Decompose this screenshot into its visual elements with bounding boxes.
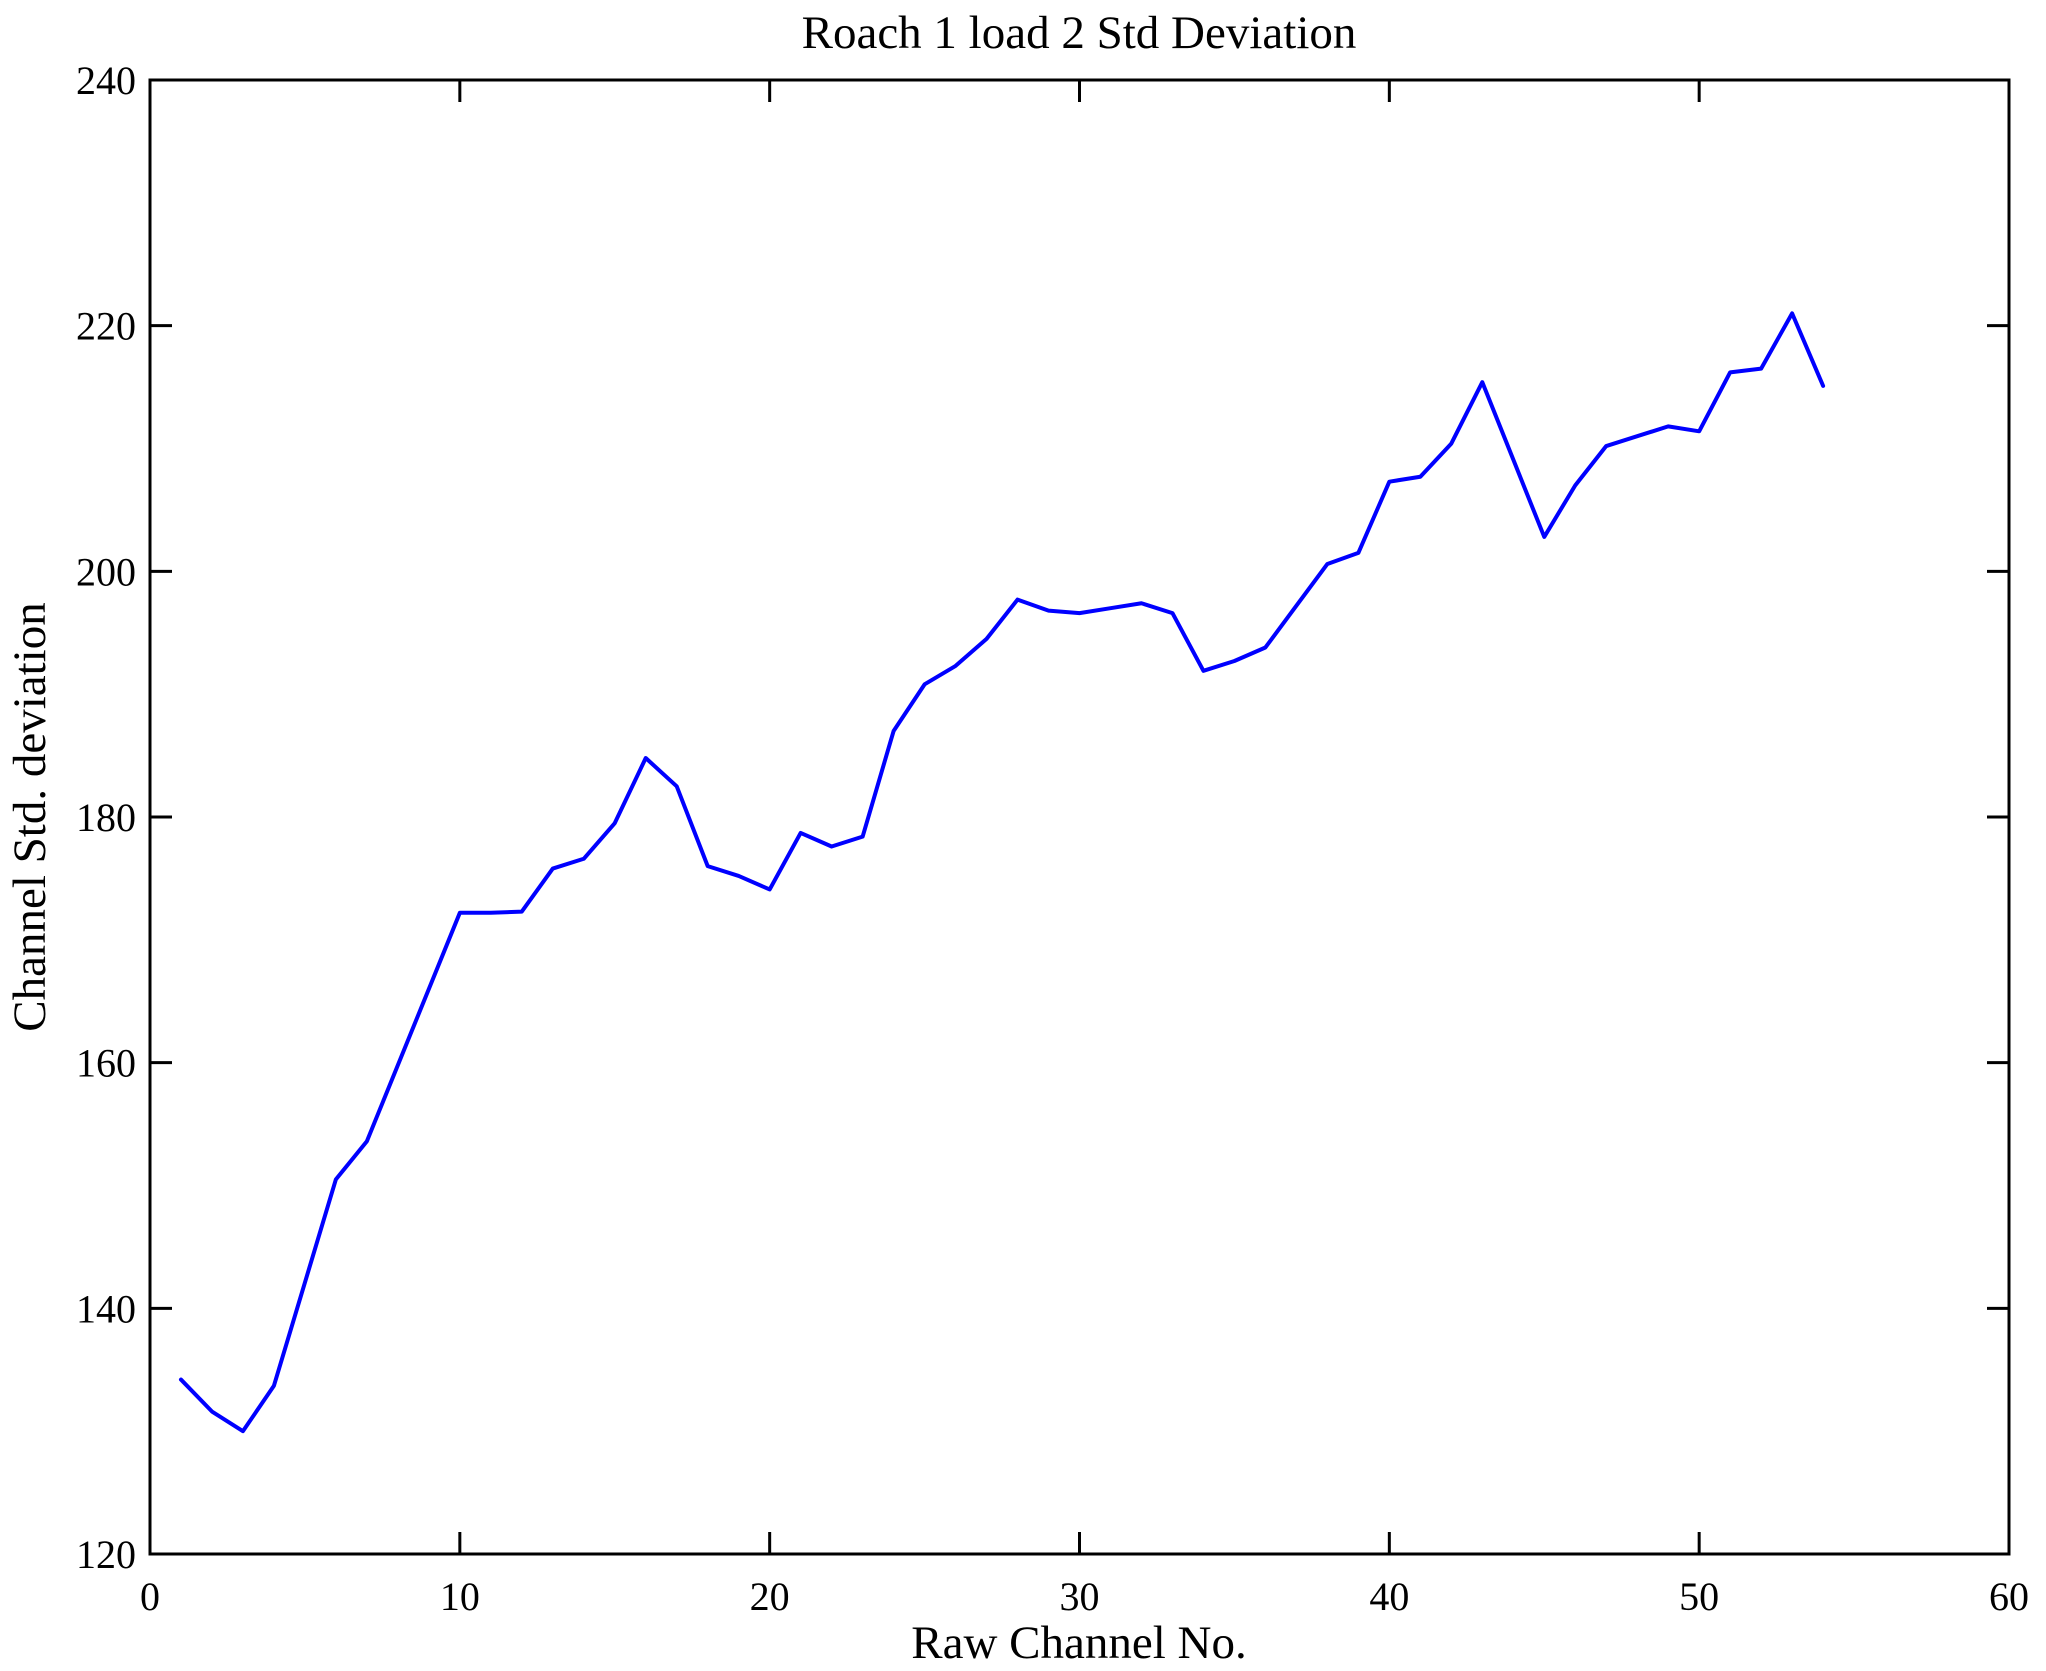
x-tick-label: 60	[1989, 1574, 2029, 1619]
plot-area: 0 10 20 30 40 50 60 120 140 160 180 200 220 240	[76, 58, 2029, 1619]
data-line	[178, 311, 1826, 1434]
x-tick-label: 50	[1679, 1574, 1719, 1619]
x-tick-label: 40	[1369, 1574, 1409, 1619]
y-tick-label: 160	[76, 1041, 136, 1086]
x-tick-label: 20	[750, 1574, 790, 1619]
y-tick-label: 140	[76, 1286, 136, 1331]
y-tick-label: 220	[76, 304, 136, 349]
y-axis-label: Channel Std. deviation	[4, 602, 56, 1031]
chart-title: Roach 1 load 2 Std Deviation	[802, 7, 1357, 59]
x-axis-label: Raw Channel No.	[911, 1617, 1246, 1669]
y-tick-label: 240	[76, 58, 136, 103]
y-tick-label: 180	[76, 795, 136, 840]
x-tick-label: 10	[440, 1574, 480, 1619]
y-tick-label: 200	[76, 549, 136, 594]
axes-frame	[148, 78, 2011, 1556]
x-tick-label: 0	[140, 1574, 160, 1619]
y-tick-label: 120	[76, 1532, 136, 1577]
x-tick-label: 30	[1060, 1574, 1100, 1619]
